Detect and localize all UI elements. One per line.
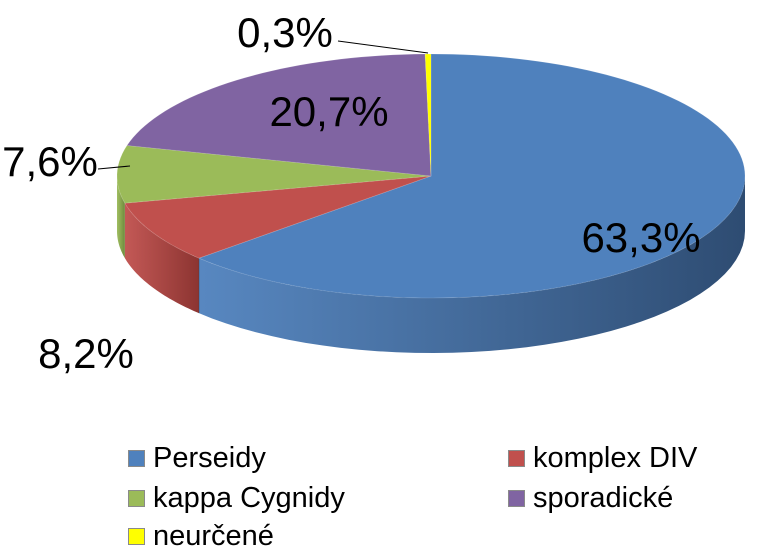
- legend-swatch-komplex-div: [508, 450, 525, 467]
- legend-label-sporadicke: sporadické: [533, 482, 674, 514]
- pie-chart-plot: 63,3% 8,2% 7,6% 20,7% 0,3%: [2, 9, 746, 377]
- slice-sporadicke: [126, 53, 432, 177]
- slice-label-sporadicke: 20,7%: [269, 88, 388, 135]
- slice-komplex-div: [124, 175, 432, 259]
- legend-item-perseidy: Perseidy: [128, 442, 266, 475]
- slice-side-perseidy: [198, 176, 745, 353]
- slice-kappa-cygnidy: [116, 145, 432, 204]
- slice-side-komplex-div: [124, 203, 199, 314]
- legend-label-perseidy: Perseidy: [153, 442, 266, 474]
- legend-swatch-sporadicke: [508, 490, 525, 507]
- legend-item-komplex-div: komplex DIV: [508, 442, 697, 475]
- slice-label-perseidy: 63,3%: [581, 214, 700, 261]
- leader-line-kappa-cygnidy: [97, 165, 131, 170]
- slice-label-kappa-cygnidy: 7,6%: [2, 138, 98, 185]
- slice-perseidy: [197, 53, 746, 299]
- legend-label-kappa-cygnidy: kappa Cygnidy: [153, 482, 345, 514]
- leader-line-neurcene: [337, 40, 429, 54]
- legend-swatch-kappa-cygnidy: [128, 490, 145, 507]
- legend-item-sporadicke: sporadické: [508, 482, 673, 515]
- legend-item-neurcene: neurčené: [128, 520, 274, 553]
- legend-label-neurcene: neurčené: [153, 520, 274, 552]
- legend-swatch-perseidy: [128, 450, 145, 467]
- chart-legend: Perseidy komplex DIV kappa Cygnidy spora…: [0, 436, 767, 557]
- slice-label-komplex-div: 8,2%: [38, 330, 134, 377]
- legend-swatch-neurcene: [128, 528, 145, 545]
- legend-label-komplex-div: komplex DIV: [533, 442, 698, 474]
- slice-label-neurcene: 0,3%: [237, 9, 333, 56]
- slice-neurcene: [424, 53, 432, 177]
- slice-side-kappa-cygnidy: [117, 176, 125, 259]
- legend-item-kappa-cygnidy: kappa Cygnidy: [128, 482, 345, 515]
